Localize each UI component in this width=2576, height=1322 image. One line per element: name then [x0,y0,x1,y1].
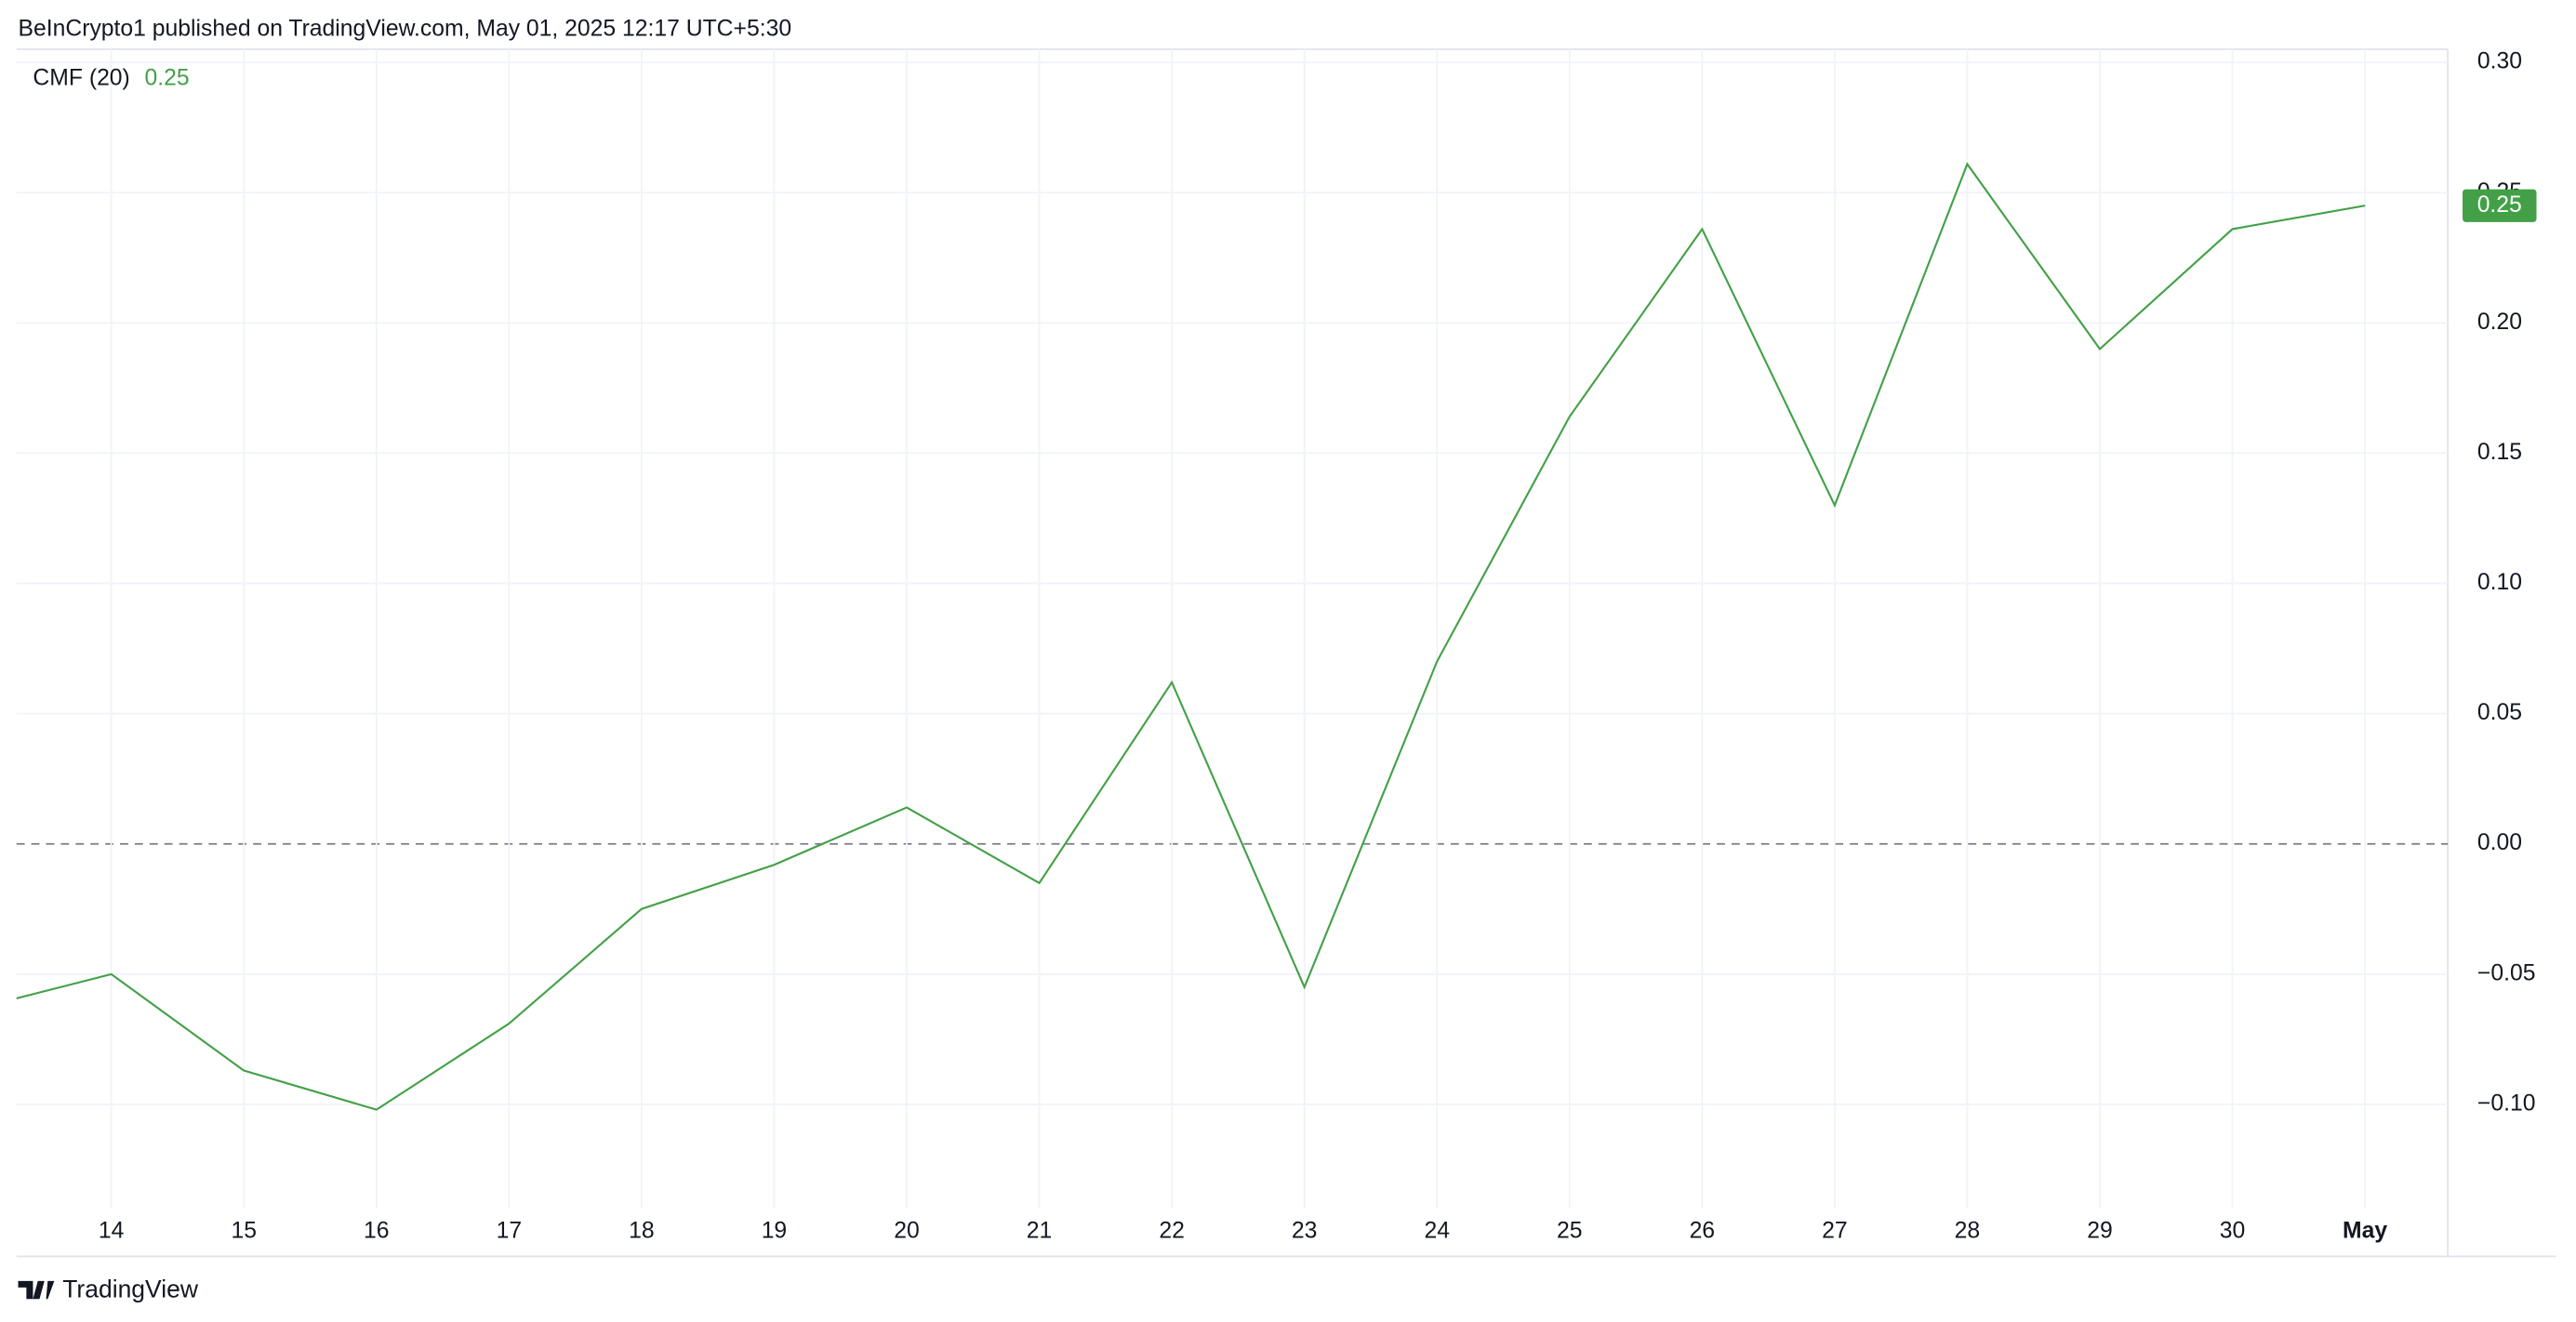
legend-value: 0.25 [145,65,190,90]
tradingview-logo: TradingView [18,1275,199,1302]
last-value-label: 0.25 [2477,192,2522,218]
y-tick-label: 0.20 [2477,310,2522,335]
x-tick-label: 25 [1557,1218,1583,1243]
x-tick-label: 15 [231,1218,257,1243]
logo-icon [18,1280,55,1300]
x-tick-label: 17 [497,1218,523,1243]
y-tick-label: 0.10 [2477,570,2522,595]
x-tick-label: 23 [1292,1218,1318,1243]
x-tick-label: 24 [1424,1218,1450,1243]
x-tick-label: 21 [1027,1218,1053,1243]
plot [16,162,2366,1111]
y-tick-label: 0.05 [2477,700,2522,725]
x-tick-label: 26 [1690,1218,1716,1243]
x-tick-label: 27 [1822,1218,1848,1243]
grid [16,48,2449,1210]
x-tick-label: 14 [99,1218,125,1243]
y-tick-label: 0.30 [2477,49,2522,74]
x-tick-label: May [2343,1218,2387,1243]
x-tick-label: 29 [2087,1218,2113,1243]
x-tick-label: 28 [1955,1218,1981,1243]
x-tick-label: 16 [364,1218,390,1243]
y-tick-label: −0.05 [2477,960,2536,985]
x-tick-label: 19 [762,1218,788,1243]
publisher-header: BeInCrypto1 published on TradingView.com… [19,16,792,41]
logo-text: TradingView [62,1275,199,1302]
y-tick-label: 0.15 [2477,440,2522,465]
last-value-badge [2463,189,2537,222]
y-tick-label: −0.10 [2477,1091,2536,1116]
y-tick-label: 0.00 [2477,830,2522,855]
series-line [16,162,2366,1111]
x-tick-label: 22 [1159,1218,1185,1243]
x-tick-label: 18 [629,1218,655,1243]
x-tick-label: 20 [894,1218,920,1243]
x-tick-label: 30 [2220,1218,2246,1243]
legend-label: CMF (20) [33,65,129,90]
